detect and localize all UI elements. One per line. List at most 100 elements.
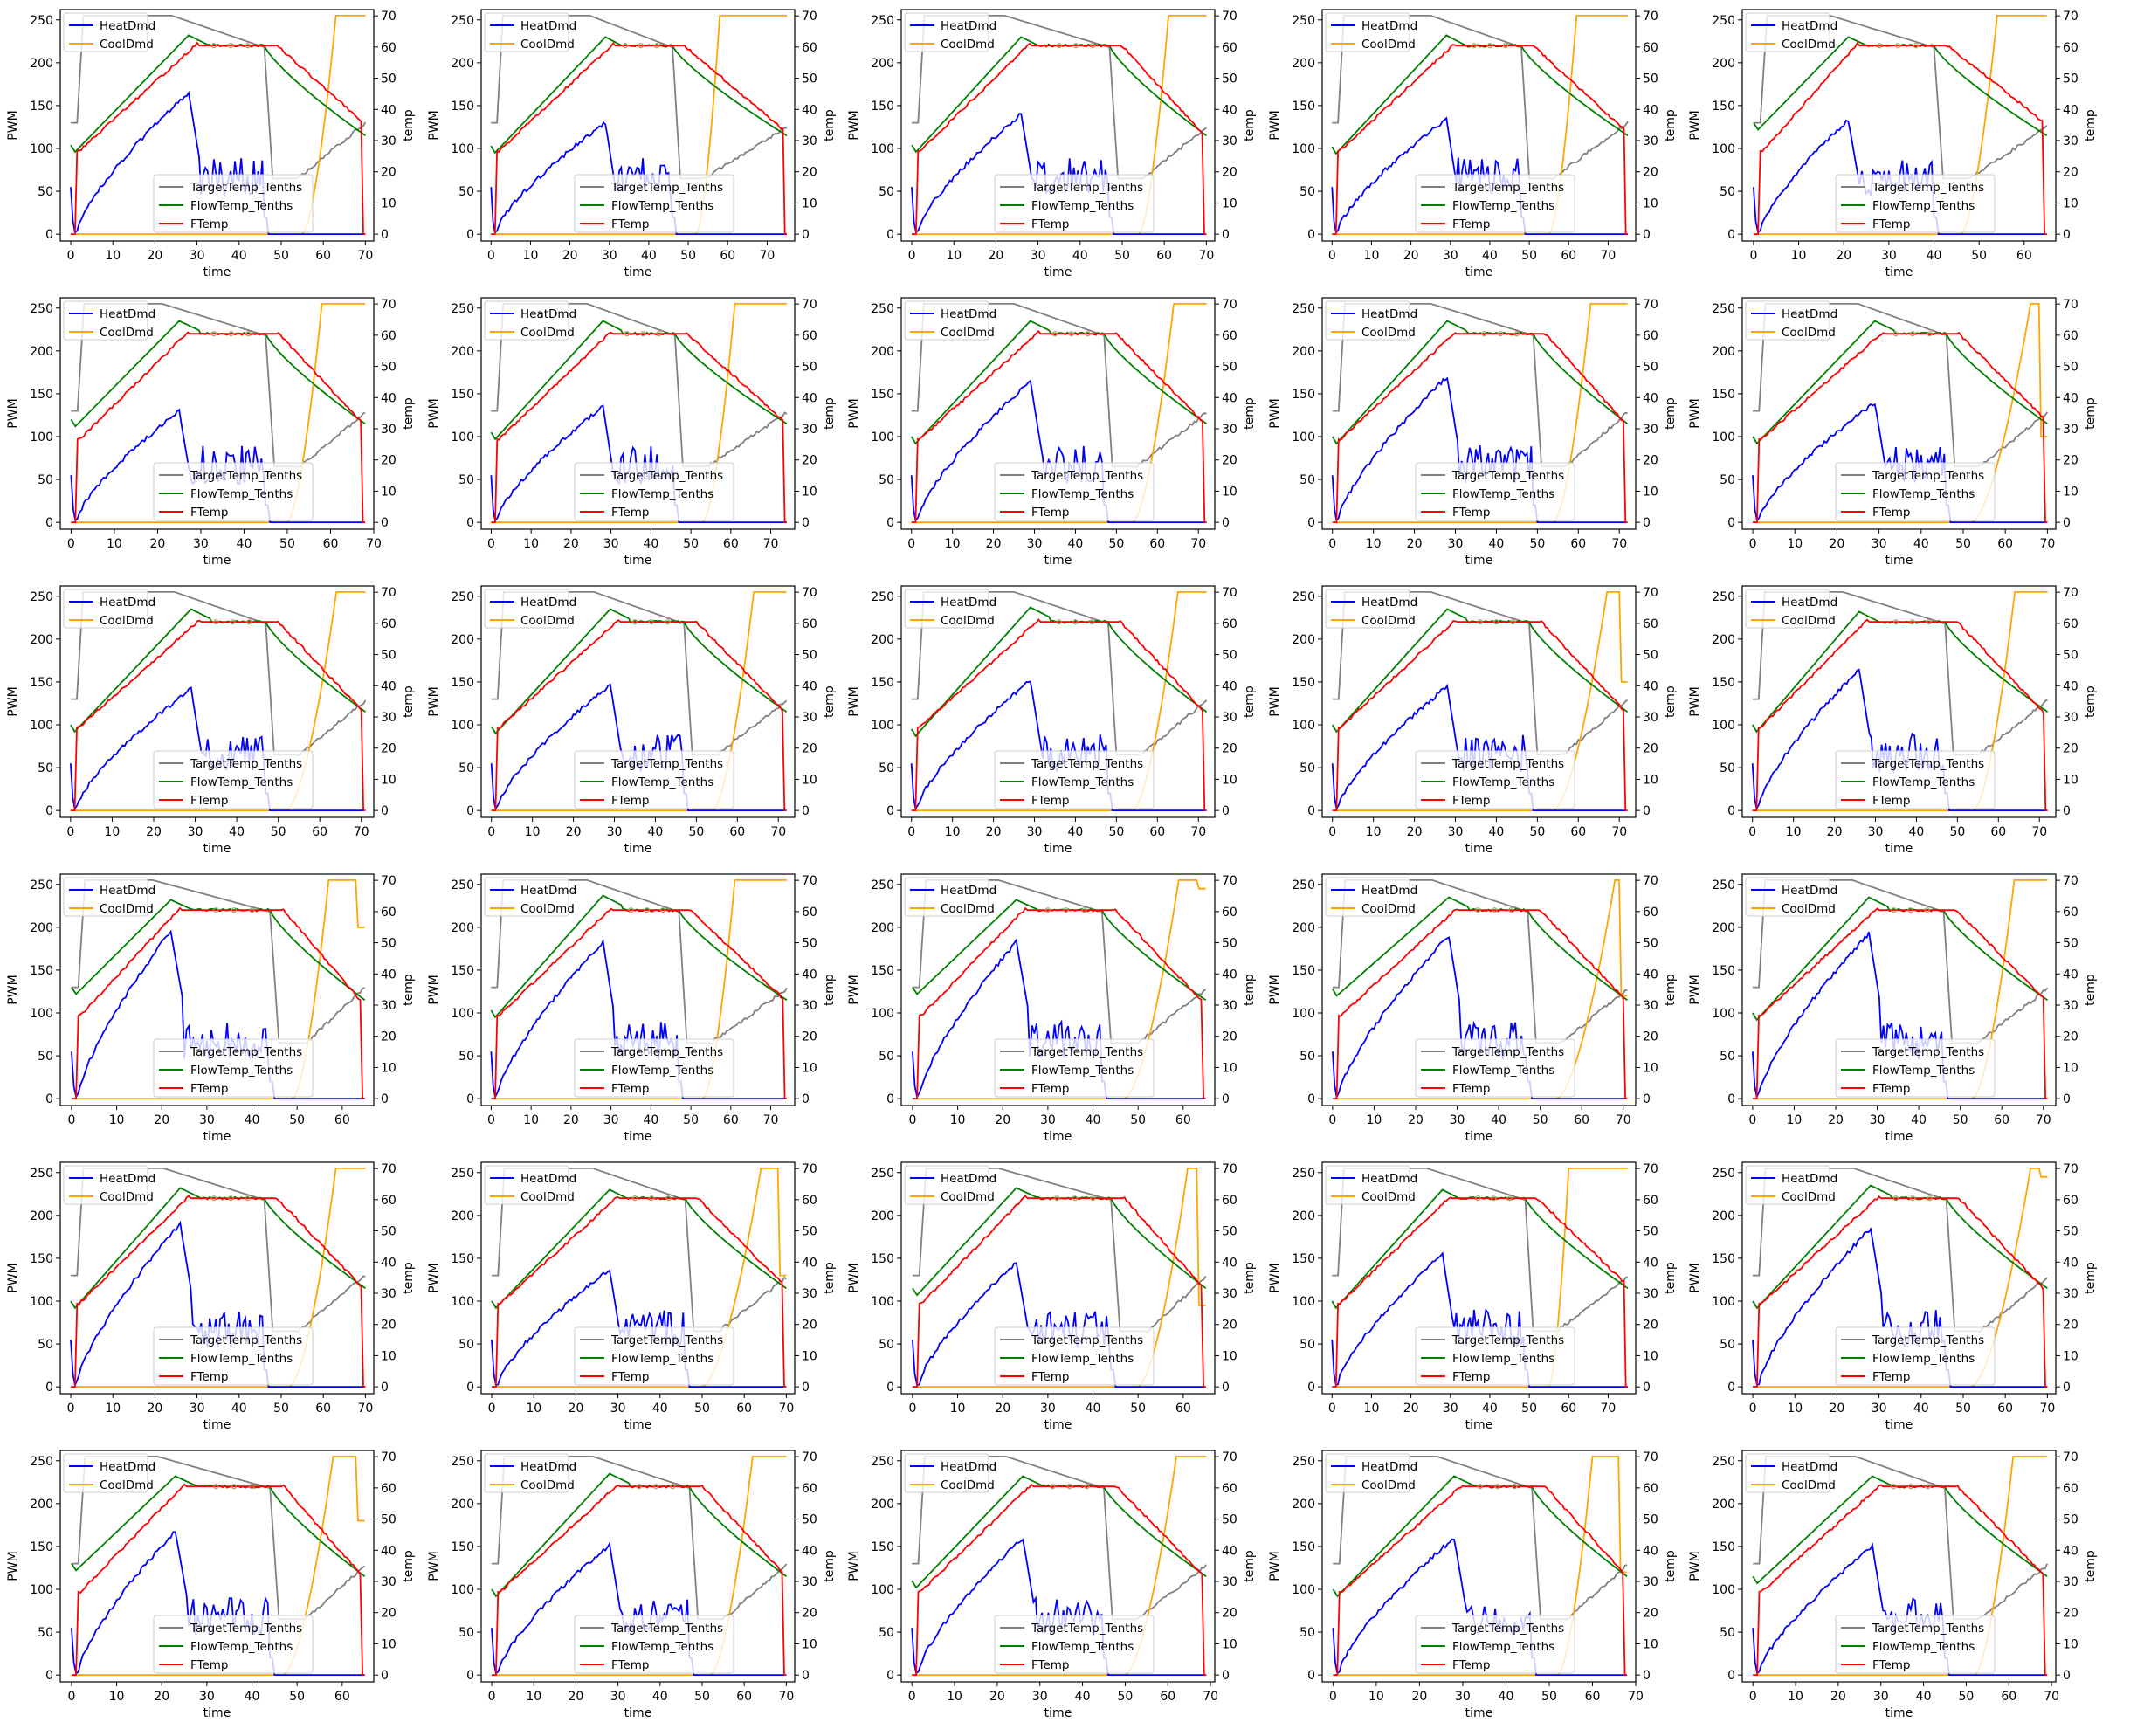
x-tick-label: 30 [1455, 1690, 1471, 1704]
left-tick-label: 0 [886, 516, 894, 530]
plateau-marker [1512, 1484, 1518, 1490]
left-tick-label: 0 [1727, 1669, 1735, 1683]
x-tick-label: 70 [1190, 537, 1206, 551]
plateau-marker [648, 619, 654, 625]
x-tick-label: 50 [1118, 1690, 1134, 1704]
right-tick-label: 10 [381, 1637, 396, 1651]
plateau-marker [624, 331, 631, 337]
left-tick-label: 50 [38, 761, 53, 775]
left-tick-label: 250 [451, 1167, 474, 1181]
legend-right: TargetTemp_Tenths FlowTemp_Tenths FTemp [994, 750, 1155, 809]
legend-left: HeatDmd CoolDmd [904, 877, 996, 917]
right-tick-label: 70 [1222, 1162, 1237, 1176]
series-cooldmd [911, 591, 1207, 811]
x-tick-label: 60 [323, 537, 339, 551]
left-tick-label: 50 [458, 1626, 474, 1640]
right-tick-label: 60 [1643, 41, 1658, 55]
plateau-marker [1090, 43, 1096, 49]
subplot-19: 0 50 100 150 200 250 0 10 20 30 40 50 60 70 0 10 20 30 40 5… [1268, 873, 1678, 1144]
plateau-marker [1072, 43, 1079, 49]
x-axis-label: time [624, 1418, 652, 1432]
legend-label: FlowTemp_Tenths [1872, 199, 1975, 213]
right-tick-label: 40 [2063, 1544, 2078, 1558]
left-tick-label: 0 [1307, 516, 1315, 530]
right-tick-label: 0 [1643, 228, 1651, 242]
legend-box [1325, 877, 1410, 917]
x-tick-label: 10 [1367, 1113, 1382, 1127]
right-tick-label: 20 [381, 742, 396, 756]
right-tick-label: 60 [1643, 329, 1658, 343]
x-tick-label: 20 [995, 1402, 1010, 1416]
right-tick-label: 50 [802, 1225, 817, 1239]
legend-label: HeatDmd [1361, 19, 1417, 33]
x-tick-label: 70 [2044, 1690, 2059, 1704]
legend-box [1415, 1615, 1575, 1674]
x-tick-label: 40 [1072, 249, 1088, 263]
series-ftemp [492, 1484, 787, 1676]
right-tick-label: 60 [802, 1482, 817, 1496]
x-tick-label: 10 [1366, 537, 1382, 551]
right-tick-label: 40 [1222, 1256, 1237, 1270]
x-tick-label: 40 [1927, 249, 1942, 263]
x-tick-label: 70 [759, 249, 775, 263]
left-tick-label: 250 [1712, 1455, 1735, 1469]
left-tick-label: 200 [871, 1498, 894, 1512]
left-tick-label: 150 [451, 676, 474, 690]
subplot-27: 0 50 100 150 200 250 0 10 20 30 40 50 60 70 0 10 20 30 40 5… [427, 1450, 837, 1720]
legend-box [1325, 1165, 1410, 1205]
legend-left: HeatDmd CoolDmd [63, 877, 155, 917]
right-tick-label: 70 [802, 1450, 817, 1464]
left-tick-label: 150 [1712, 388, 1735, 402]
legend-box [904, 1165, 989, 1205]
legend-label: TargetTemp_Tenths [610, 757, 723, 771]
x-tick-label: 30 [190, 1402, 205, 1416]
left-tick-label: 250 [1292, 302, 1315, 316]
x-tick-label: 20 [1830, 1690, 1846, 1704]
legend-box [1835, 1038, 1996, 1098]
left-axis-label: PWM [6, 110, 20, 140]
series-cooldmd [1332, 591, 1628, 811]
plateau-marker [249, 1484, 255, 1490]
legend-label: FlowTemp_Tenths [190, 1064, 293, 1078]
left-tick-label: 250 [451, 590, 474, 604]
right-tick-label: 30 [802, 134, 817, 148]
right-tick-label: 30 [1643, 423, 1658, 437]
right-axis-label: temp [1243, 109, 1257, 141]
right-tick-label: 40 [381, 1256, 396, 1270]
legend-label: FTemp [190, 1082, 229, 1096]
x-tick-label: 50 [1529, 537, 1545, 551]
subplot-6: 0 50 100 150 200 250 0 10 20 30 40 50 60 70 0 10 20 30 40 5… [6, 297, 416, 568]
series-ftemp [1332, 332, 1628, 523]
legend-label: TargetTemp_Tenths [1451, 1622, 1564, 1636]
x-tick-label: 70 [366, 537, 382, 551]
left-tick-label: 250 [871, 590, 894, 604]
legend-label: TargetTemp_Tenths [1031, 1045, 1143, 1059]
right-tick-label: 30 [802, 1287, 817, 1301]
legend-label: TargetTemp_Tenths [190, 1333, 302, 1347]
legend-right: TargetTemp_Tenths FlowTemp_Tenths FTemp [994, 1326, 1155, 1386]
x-axis-label: time [1885, 842, 1913, 856]
legend-label: FlowTemp_Tenths [611, 1352, 713, 1366]
right-tick-label: 40 [381, 103, 396, 117]
right-tick-label: 20 [1222, 742, 1237, 756]
series-cooldmd [1332, 879, 1628, 1099]
x-tick-label: 60 [1997, 537, 2013, 551]
x-tick-label: 60 [334, 1690, 350, 1704]
x-tick-label: 70 [2031, 825, 2047, 839]
x-tick-label: 50 [1521, 249, 1537, 263]
legend-label: CoolDmd [1361, 1190, 1416, 1204]
x-axis-label: time [1885, 1130, 1913, 1144]
left-tick-label: 100 [871, 431, 894, 444]
right-tick-label: 50 [1222, 1225, 1237, 1239]
right-tick-label: 0 [1222, 804, 1230, 818]
left-tick-label: 0 [886, 228, 894, 242]
series-heatdmd [912, 938, 1206, 1099]
legend-box [1835, 750, 1996, 809]
right-tick-label: 0 [2063, 1381, 2071, 1395]
right-tick-label: 40 [381, 391, 396, 405]
legend-label: FlowTemp_Tenths [1452, 199, 1554, 213]
legend-label: FTemp [611, 1082, 650, 1096]
legend-label: CoolDmd [941, 614, 995, 628]
legend-left: HeatDmd CoolDmd [484, 589, 576, 629]
x-tick-label: 30 [610, 1402, 626, 1416]
